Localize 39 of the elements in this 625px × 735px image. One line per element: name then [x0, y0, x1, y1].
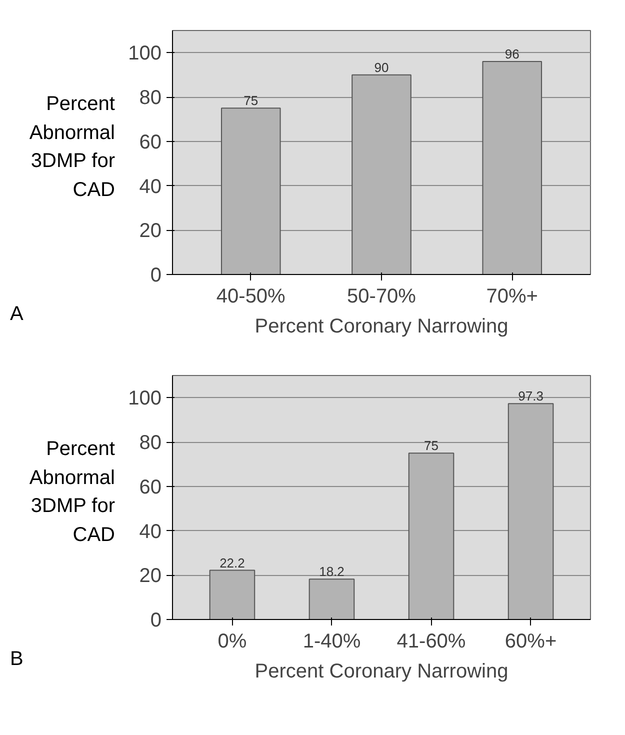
x-tick-label: 50-70%	[347, 286, 416, 308]
bar	[482, 61, 542, 274]
y-tick-label: 0	[150, 264, 162, 286]
y-tick-label: 20	[139, 565, 162, 588]
y-tick-label: 0	[150, 610, 162, 632]
y-tick-label: 20	[139, 220, 162, 242]
x-tick-label: 40-50%	[216, 286, 286, 308]
bar	[508, 403, 554, 620]
data-label: 18.2	[319, 564, 344, 580]
bar	[408, 452, 454, 620]
data-label: 22.2	[220, 555, 245, 570]
y-tick-label: 80	[139, 432, 162, 454]
bar	[220, 108, 281, 274]
bar	[308, 578, 355, 620]
y-tick-label: 80	[139, 87, 162, 110]
data-label: 97.3	[518, 388, 544, 404]
data-label: 75	[244, 93, 258, 108]
data-label: 90	[374, 60, 389, 75]
x-tick-label: 0%	[218, 630, 247, 652]
y-tick-label: 40	[139, 176, 162, 198]
y-tick-label: 60	[139, 131, 162, 154]
y-axis-title: Percent Abnormal 3DMP for CAD	[28, 437, 115, 548]
x-axis-title: Percent Coronary Narrowing	[254, 316, 508, 338]
y-tick-label: 40	[139, 520, 162, 543]
x-axis-title: Percent Coronary Narrowing	[254, 660, 508, 682]
x-tick-label: 70%+	[486, 286, 538, 308]
x-tick-label: 41-60%	[396, 630, 466, 652]
data-label: 75	[424, 438, 438, 454]
y-tick-label: 60	[139, 476, 162, 498]
x-tick-label: 60%+	[504, 630, 557, 652]
y-axis-title: Percent Abnormal 3DMP for CAD	[28, 92, 115, 203]
data-label: 96	[504, 46, 520, 62]
text: B	[10, 647, 24, 672]
bar	[209, 570, 256, 620]
text: A	[10, 302, 24, 327]
y-tick-label: 100	[128, 42, 162, 65]
bar	[352, 74, 412, 274]
x-tick-label: 1-40%	[302, 630, 361, 652]
y-tick-label: 100	[128, 388, 162, 410]
